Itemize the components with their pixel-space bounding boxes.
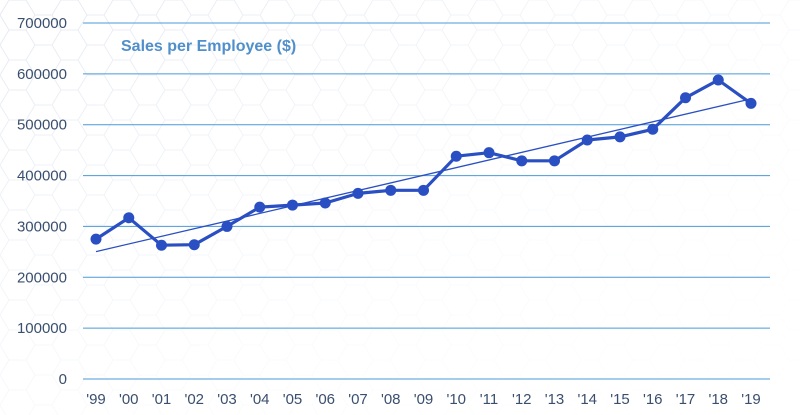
data-point [516, 155, 528, 167]
x-tick-label: '10 [446, 391, 466, 408]
y-tick-label: 600000 [17, 66, 67, 83]
x-tick-label: '08 [381, 391, 401, 408]
x-tick-label: '04 [250, 391, 270, 408]
data-point [549, 155, 560, 167]
data-point [254, 201, 266, 213]
x-tick-label: '16 [643, 391, 663, 408]
x-tick-label: '03 [217, 391, 237, 408]
y-tick-label: 700000 [17, 15, 67, 32]
data-point [123, 212, 135, 224]
data-point [90, 233, 102, 245]
chart-title: Sales per Employee ($) [121, 38, 296, 55]
data-point [483, 147, 495, 159]
x-tick-label: '99 [86, 391, 106, 408]
data-point [352, 187, 364, 199]
x-tick-label: '09 [414, 391, 434, 408]
gridlines [83, 22, 770, 380]
y-tick-label: 100000 [17, 320, 67, 337]
data-point [745, 97, 757, 109]
data-point [221, 220, 233, 232]
x-tick-label: '01 [152, 391, 172, 408]
x-tick-label: '06 [315, 391, 335, 408]
data-point [581, 134, 593, 146]
data-point [287, 199, 298, 211]
series-group [90, 74, 757, 251]
data-point [319, 197, 331, 209]
data-point [712, 74, 724, 86]
y-axis-ticks: 0 100000 200000 300000 400000 500000 600000 700… [17, 15, 67, 388]
x-tick-label: '12 [512, 391, 532, 408]
x-tick-label: '00 [119, 391, 139, 408]
data-point [418, 184, 429, 196]
x-tick-label: '07 [348, 391, 368, 408]
x-axis-ticks: '99 '00 '01 '02 '03 '04 '05 '06 '07 '08 '09 '10 '11 '… [86, 391, 761, 408]
data-point [680, 92, 691, 104]
trendline [95, 98, 752, 253]
x-tick-label: '02 [184, 391, 204, 408]
y-tick-label: 500000 [17, 117, 67, 134]
y-tick-label: 300000 [17, 218, 67, 235]
data-point [188, 239, 200, 251]
y-tick-label: 0 [59, 371, 67, 388]
x-tick-label: '17 [676, 391, 696, 408]
data-point [647, 123, 659, 135]
x-tick-label: '14 [577, 391, 597, 408]
data-point [385, 184, 397, 196]
y-tick-label: 400000 [17, 168, 67, 185]
x-tick-label: '05 [283, 391, 303, 408]
x-tick-label: '11 [480, 391, 498, 408]
x-tick-label: '15 [610, 391, 630, 408]
x-tick-label: '13 [545, 391, 565, 408]
y-tick-label: 200000 [17, 269, 67, 286]
trendline-group [95, 98, 752, 253]
data-point [614, 131, 626, 143]
data-point [450, 150, 462, 162]
x-tick-label: '19 [741, 391, 761, 408]
x-tick-label: '18 [708, 391, 728, 408]
data-point [156, 239, 167, 251]
